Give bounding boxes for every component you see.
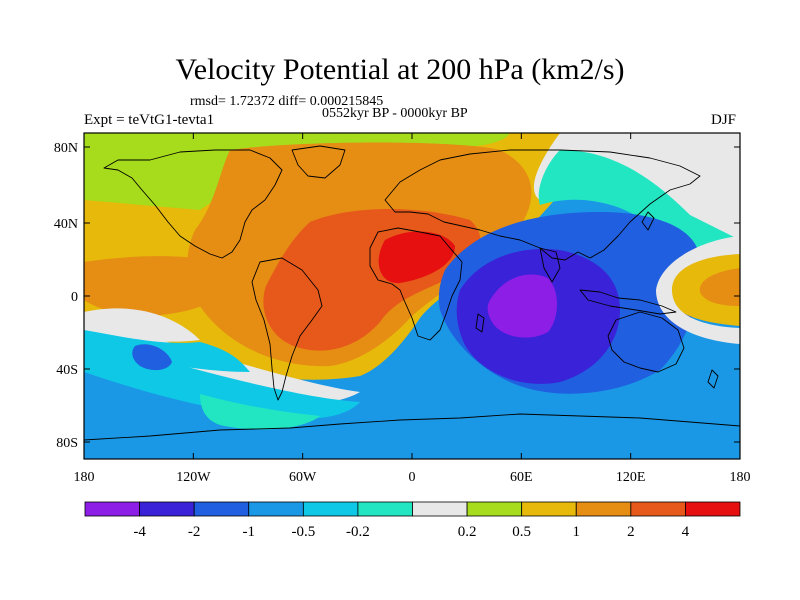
contour-band-green bbox=[84, 133, 510, 210]
contour-band-blue-sw bbox=[132, 344, 172, 371]
colorbar-box bbox=[466, 501, 523, 517]
coast-japan bbox=[641, 211, 655, 231]
contour-band-cyan-sw bbox=[84, 330, 250, 372]
coast-eurasia bbox=[384, 149, 701, 261]
colorbar-box bbox=[521, 501, 577, 517]
colorbar-label: -0.5 bbox=[291, 524, 315, 540]
y-tick-label: 80S bbox=[56, 436, 78, 451]
colorbar-label: -1 bbox=[243, 524, 256, 540]
colorbar-box bbox=[412, 501, 468, 517]
colorbar-label: -0.2 bbox=[346, 524, 370, 540]
colorbar-box bbox=[630, 501, 686, 517]
y-tick-label: 40S bbox=[56, 363, 78, 378]
y-tick-label: 40N bbox=[54, 217, 78, 232]
contour-band-white-sw bbox=[84, 308, 200, 342]
colorbar-label: 2 bbox=[627, 524, 635, 540]
colorbar-label: -4 bbox=[133, 524, 146, 540]
y-axis: 80N 40N 0 40S 80S bbox=[54, 141, 740, 451]
x-tick-label: 0 bbox=[409, 470, 416, 485]
contour-band-orange-pacific bbox=[699, 268, 740, 306]
colorbar-label: 0.5 bbox=[512, 524, 531, 540]
contour-band-orange-west bbox=[84, 256, 230, 317]
contour-band-purple bbox=[487, 274, 557, 338]
x-tick-label: 180 bbox=[730, 470, 751, 485]
stats-label: rmsd= 1.72372 diff= 0.000215845 bbox=[190, 94, 384, 109]
contour-band-red bbox=[378, 231, 455, 284]
colorbar-box bbox=[302, 501, 359, 517]
colorbar-box bbox=[84, 501, 140, 517]
colorbar-label: 1 bbox=[573, 524, 581, 540]
experiment-label: Expt = teVtG1-tevta1 bbox=[84, 112, 215, 128]
coast-new-zealand bbox=[707, 369, 719, 389]
colorbar-box bbox=[685, 501, 741, 517]
colorbar-box bbox=[575, 501, 632, 517]
colorbar-box bbox=[248, 501, 304, 517]
colorbar: -4 -2 -1 -0.5 -0.2 0.2 0.5 1 2 4 bbox=[84, 501, 741, 540]
coast-antarctica bbox=[84, 413, 740, 441]
coast-madagascar bbox=[475, 313, 485, 333]
period-label: 0552kyr BP - 0000kyr BP bbox=[322, 106, 468, 121]
map-title: Velocity Potential at 200 hPa (km2/s) bbox=[175, 53, 625, 86]
x-axis: 180 120W 60W 0 60E 120E 180 bbox=[74, 133, 751, 485]
x-tick-label: 60W bbox=[289, 470, 317, 485]
colorbar-box bbox=[193, 501, 250, 517]
coastlines bbox=[84, 145, 740, 441]
colorbar-label: -2 bbox=[188, 524, 201, 540]
contour-band-southern-teal bbox=[200, 394, 320, 430]
colorbar-box bbox=[139, 501, 195, 517]
coast-australia bbox=[607, 311, 685, 373]
coast-south-america bbox=[251, 257, 323, 401]
season-label: DJF bbox=[711, 112, 737, 128]
y-tick-label: 0 bbox=[71, 290, 78, 305]
coast-greenland bbox=[291, 145, 346, 179]
coast-north-america bbox=[103, 149, 283, 259]
x-tick-label: 60E bbox=[510, 470, 533, 485]
coast-india bbox=[539, 247, 561, 283]
coast-africa bbox=[369, 227, 463, 341]
x-tick-label: 180 bbox=[74, 470, 95, 485]
contour-field bbox=[84, 133, 740, 459]
colorbar-label: 0.2 bbox=[458, 524, 477, 540]
x-tick-label: 120W bbox=[176, 470, 211, 485]
colorbar-box bbox=[357, 501, 413, 517]
x-tick-label: 120E bbox=[616, 470, 646, 485]
contour-band-white-pacific bbox=[656, 236, 740, 344]
coast-indonesia bbox=[579, 289, 677, 315]
colorbar-label: 4 bbox=[682, 524, 690, 540]
contour-band-teal-east bbox=[538, 150, 740, 260]
y-tick-label: 80N bbox=[54, 141, 78, 156]
